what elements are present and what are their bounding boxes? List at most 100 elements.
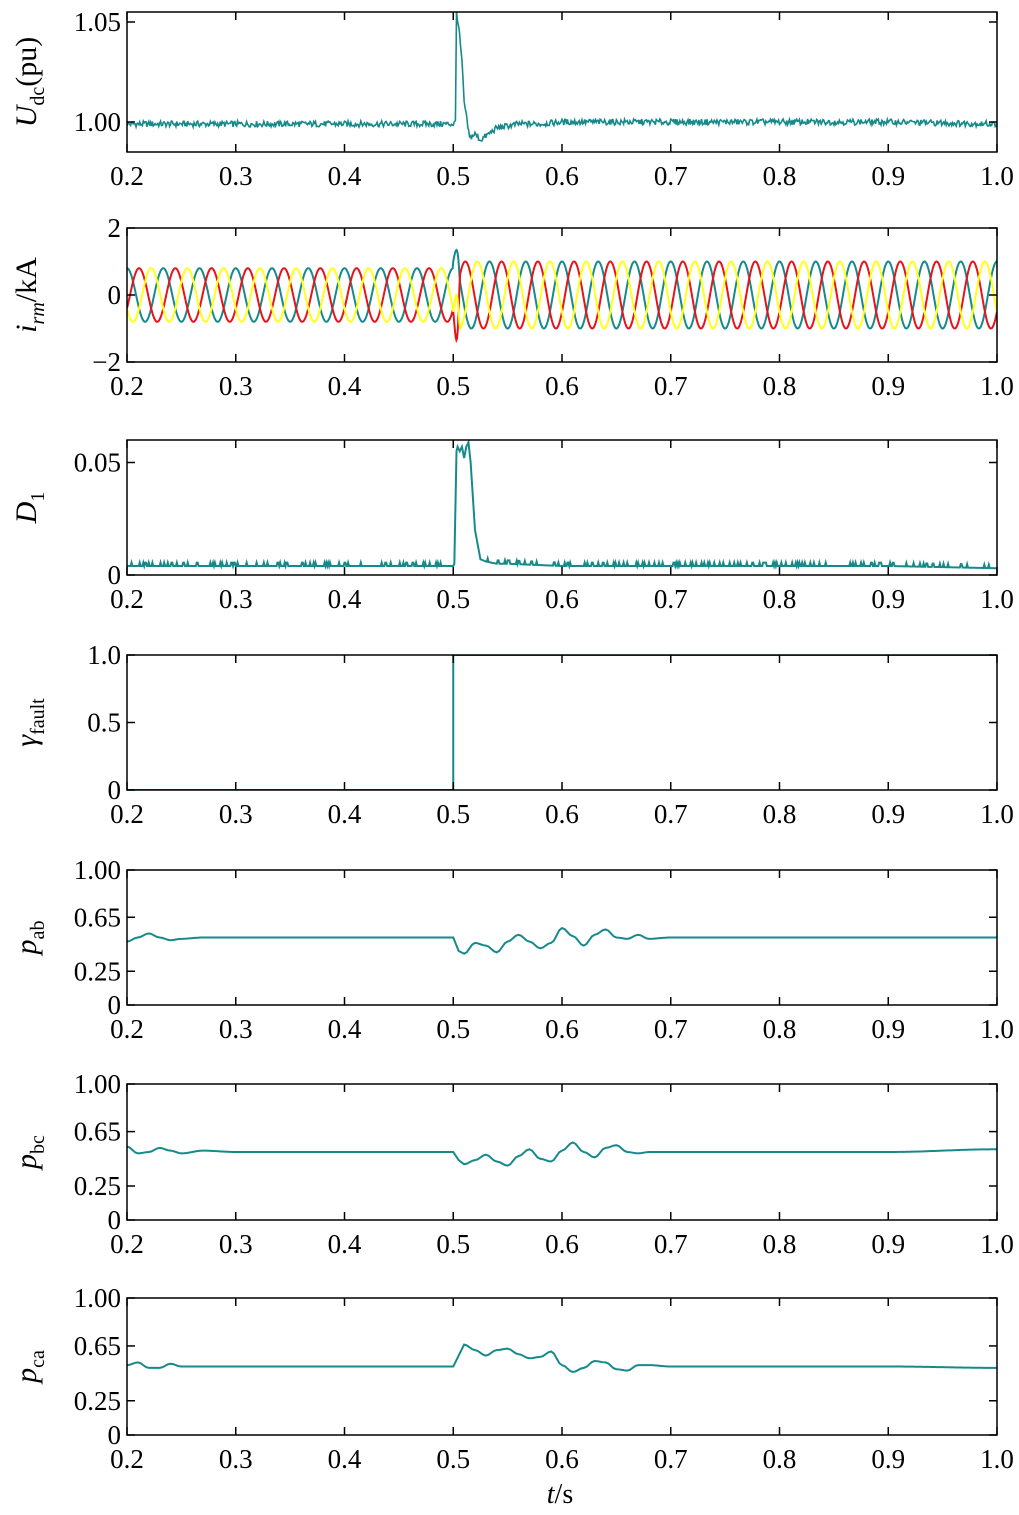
x-tick-label: 0.9 bbox=[871, 584, 905, 614]
x-tick-label: 0.4 bbox=[328, 371, 362, 401]
x-tick-label: 0.3 bbox=[219, 799, 253, 829]
x-tick-label: 0.8 bbox=[763, 1444, 797, 1474]
panel-5: 0.2 0.3 0.4 0.5 0.6 0.7 0.8 0.9 1.000.250.651.00… bbox=[10, 855, 1014, 1044]
y-label-sub: ca bbox=[27, 1350, 49, 1368]
series-line bbox=[127, 1343, 997, 1374]
y-axis-label: pbc bbox=[10, 1135, 49, 1171]
x-tick-label: 0.9 bbox=[871, 161, 905, 191]
y-tick-label: 0.25 bbox=[74, 1171, 121, 1201]
y-label-suffix: /kA bbox=[10, 257, 43, 302]
y-label-sub: fault bbox=[27, 698, 49, 735]
x-tick-label: 1.0 bbox=[980, 1014, 1014, 1044]
x-tick-label: 0.4 bbox=[328, 799, 362, 829]
x-tick-label: 0.2 bbox=[110, 1014, 144, 1044]
x-tick-label: 0.8 bbox=[763, 161, 797, 191]
x-tick-label: 0.5 bbox=[436, 584, 470, 614]
x-tick-label: 0.4 bbox=[328, 1444, 362, 1474]
x-tick-label: 0.5 bbox=[436, 799, 470, 829]
x-axis-title-main: t bbox=[547, 1479, 556, 1510]
x-tick-label: 0.2 bbox=[110, 161, 144, 191]
panel-3: 0.2 0.3 0.4 0.5 0.6 0.7 0.8 0.9 1.0 0 0.05 D1 bbox=[10, 439, 1014, 614]
y-tick-label: −2 bbox=[92, 347, 121, 377]
y-tick-label: 0.65 bbox=[74, 1117, 121, 1147]
series-line bbox=[127, 12, 997, 142]
plot-frame bbox=[126, 654, 998, 791]
y-tick-label: 0.65 bbox=[74, 1331, 121, 1361]
series-group bbox=[127, 1141, 997, 1167]
x-tick-label: 0.2 bbox=[110, 584, 144, 614]
x-tick-label: 0.7 bbox=[654, 1444, 688, 1474]
y-tick-label: 0.25 bbox=[74, 1386, 121, 1416]
y-tick-label: 1.00 bbox=[74, 107, 121, 137]
x-tick-label: 0.2 bbox=[110, 1229, 144, 1259]
x-tick-label: 0.8 bbox=[763, 371, 797, 401]
x-tick-label: 1.0 bbox=[980, 1229, 1014, 1259]
y-label-sub: ab bbox=[27, 921, 49, 940]
x-tick-label: 0.4 bbox=[328, 1229, 362, 1259]
y-axis-label: pca bbox=[10, 1350, 49, 1385]
x-tick-label: 0.9 bbox=[871, 1014, 905, 1044]
series-group bbox=[127, 248, 997, 344]
panel-1: 0.2 0.3 0.4 0.5 0.6 0.7 0.8 0.9 1.0 1.00 1.05 Udc(p… bbox=[10, 7, 1014, 191]
x-tick-label: 0.4 bbox=[328, 584, 362, 614]
y-label-sub: dc bbox=[27, 87, 49, 106]
x-tick-label: 1.0 bbox=[980, 161, 1014, 191]
x-tick-label: 0.7 bbox=[654, 371, 688, 401]
x-tick-label: 1.0 bbox=[980, 1444, 1014, 1474]
y-tick-label: 0 bbox=[108, 280, 122, 310]
y-tick-label: 2 bbox=[108, 213, 122, 243]
y-label-main: γ bbox=[10, 734, 43, 747]
y-tick-label: 0 bbox=[108, 775, 122, 805]
y-label-suffix: (pu) bbox=[10, 37, 43, 87]
panel-4: 0.2 0.3 0.4 0.5 0.6 0.7 0.8 0.9 1.0 0 0.5 1.0 γfault bbox=[10, 640, 1014, 829]
y-tick-label: 0.05 bbox=[74, 448, 121, 478]
x-tick-label: 0.9 bbox=[871, 1229, 905, 1259]
x-tick-label: 0.3 bbox=[219, 1229, 253, 1259]
x-tick-label: 0.4 bbox=[328, 1014, 362, 1044]
x-tick-label: 0.2 bbox=[110, 371, 144, 401]
y-tick-label: 0 bbox=[108, 990, 122, 1020]
y-tick-label: 1.0 bbox=[87, 640, 121, 670]
x-tick-label: 0.9 bbox=[871, 799, 905, 829]
x-tick-label: 0.3 bbox=[219, 161, 253, 191]
x-tick-label: 0.7 bbox=[654, 1014, 688, 1044]
x-tick-label: 1.0 bbox=[980, 799, 1014, 829]
x-tick-label: 0.5 bbox=[436, 1014, 470, 1044]
x-axis-title: t/s bbox=[547, 1479, 573, 1510]
y-tick-label: 1.00 bbox=[74, 855, 121, 885]
y-tick-label: 1.05 bbox=[74, 7, 121, 37]
plot-frame bbox=[126, 11, 998, 153]
series-group bbox=[127, 655, 997, 790]
x-tick-label: 0.6 bbox=[545, 161, 579, 191]
x-tick-label: 0.8 bbox=[763, 1014, 797, 1044]
y-label-main: p bbox=[10, 939, 43, 956]
x-tick-label: 0.8 bbox=[763, 799, 797, 829]
y-axis-label: irm/kA bbox=[10, 257, 49, 333]
y-label-main: i bbox=[10, 324, 43, 332]
panel-6: 0.2 0.3 0.4 0.5 0.6 0.7 0.8 0.9 1.000.250.651.00… bbox=[10, 1069, 1014, 1259]
series-line-1 bbox=[127, 248, 997, 330]
x-tick-label: 0.8 bbox=[763, 584, 797, 614]
x-tick-label: 0.4 bbox=[328, 161, 362, 191]
y-tick-label: 0 bbox=[108, 1420, 122, 1450]
y-tick-label: 1.00 bbox=[74, 1069, 121, 1099]
y-tick-label: 0 bbox=[108, 560, 122, 590]
x-tick-label: 0.7 bbox=[654, 584, 688, 614]
series-line-3 bbox=[127, 260, 997, 331]
x-tick-label: 0.2 bbox=[110, 1444, 144, 1474]
x-tick-label: 0.6 bbox=[545, 1229, 579, 1259]
series-group bbox=[127, 926, 997, 955]
y-axis-label: γfault bbox=[10, 698, 49, 747]
x-tick-label: 0.6 bbox=[545, 584, 579, 614]
y-tick-label: 0.65 bbox=[74, 902, 121, 932]
x-tick-label: 0.9 bbox=[871, 371, 905, 401]
series-line bbox=[127, 655, 997, 790]
y-label-main: D bbox=[10, 501, 43, 524]
x-tick-label: 0.8 bbox=[763, 1229, 797, 1259]
x-tick-label: 0.7 bbox=[654, 799, 688, 829]
x-tick-label: 0.7 bbox=[654, 161, 688, 191]
x-tick-label: 0.2 bbox=[110, 799, 144, 829]
series-line bbox=[127, 440, 997, 570]
x-tick-label: 0.5 bbox=[436, 161, 470, 191]
y-label-main: p bbox=[10, 1154, 43, 1171]
